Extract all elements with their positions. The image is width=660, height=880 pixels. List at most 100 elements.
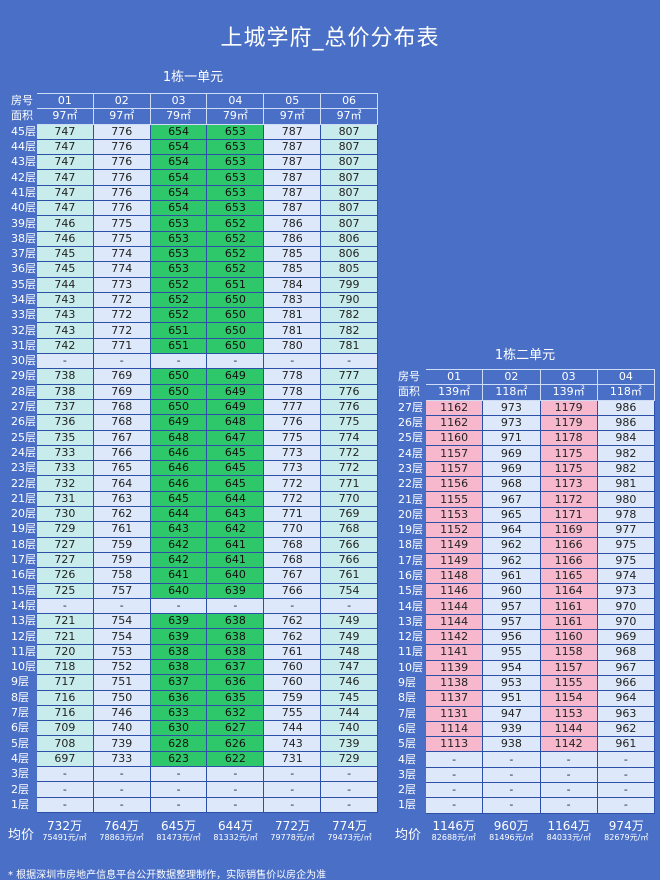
price-cell: 787: [263, 169, 322, 186]
price-cell: 737: [36, 398, 94, 416]
price-cell: 654: [149, 123, 208, 140]
price-cell: 1137: [424, 690, 484, 707]
price-cell: 1161: [539, 613, 598, 631]
price-cell: 774: [320, 429, 378, 446]
table-row: 23层 1157 969 1175 982: [396, 460, 656, 478]
price-cell: 721: [36, 613, 94, 630]
price-cell: 807: [320, 215, 378, 232]
table-row: 33层 743 772 652 650 781 782: [9, 307, 378, 324]
price-cell: 957: [482, 613, 541, 631]
price-cell: 762: [92, 506, 151, 523]
price-cell: 775: [320, 414, 378, 431]
price-cell: -: [149, 796, 208, 813]
price-cell: 653: [149, 215, 208, 232]
floor-label: 11层: [398, 645, 423, 659]
floor-label: 13层: [11, 614, 36, 628]
floor-label: 13层: [398, 614, 423, 628]
price-cell: 768: [263, 536, 322, 553]
table-row: 44层 747 776 654 653 787 807: [9, 138, 378, 156]
price-cell: -: [320, 353, 378, 370]
price-cell: -: [539, 782, 598, 799]
price-cell: 771: [320, 475, 378, 492]
table-row: 26层 1162 973 1179 986: [396, 414, 656, 432]
floor-label: 25层: [11, 430, 36, 444]
price-cell: 1157: [539, 659, 598, 676]
table-row: 10层 1139 954 1157 967: [396, 659, 656, 676]
price-cell: 967: [482, 491, 541, 508]
floor-label: 8层: [398, 691, 416, 705]
price-cell: 1158: [539, 644, 598, 661]
price-cell: -: [424, 797, 484, 814]
price-cell: -: [596, 751, 656, 768]
table-row: 3层 - - - - - -: [9, 766, 378, 783]
price-cell: 806: [320, 230, 378, 247]
price-cell: -: [482, 766, 541, 784]
price-cell: 641: [149, 567, 208, 584]
price-cell: 969: [482, 445, 541, 462]
price-cell: 1155: [539, 674, 598, 692]
average-price: 1146万 82688元/㎡: [425, 820, 483, 844]
table-row: 43层 747 776 654 653 787 807: [9, 154, 378, 171]
price-cell: 652: [206, 245, 265, 263]
price-cell: 747: [36, 200, 94, 217]
price-cell: -: [206, 353, 265, 370]
price-cell: 1149: [424, 537, 484, 554]
table-row: 14层 1144 957 1161 970: [396, 598, 656, 615]
average-price: 774万 79473元/㎡: [321, 820, 378, 844]
price-cell: 743: [36, 322, 94, 339]
average-unit-price: 79473元/㎡: [327, 833, 372, 842]
price-cell: 652: [206, 215, 265, 232]
price-cell: 781: [320, 337, 378, 355]
price-cell: 653: [206, 123, 265, 140]
unit-number: 05: [263, 92, 322, 110]
price-cell: 778: [263, 383, 322, 400]
price-cell: 640: [206, 567, 265, 584]
price-cell: 716: [36, 704, 94, 722]
price-cell: -: [92, 353, 151, 370]
price-cell: 754: [92, 628, 151, 645]
price-cell: 787: [263, 200, 322, 217]
price-cell: 781: [263, 307, 322, 324]
price-cell: 652: [149, 291, 208, 309]
price-cell: 962: [482, 537, 541, 554]
floor-label: 23层: [11, 461, 36, 475]
average-price: 732万 75491元/㎡: [36, 820, 93, 844]
price-cell: 653: [206, 138, 265, 156]
floor-label: 42层: [11, 170, 36, 184]
price-cell: -: [36, 597, 94, 615]
price-cell: 761: [320, 567, 378, 584]
price-cell: -: [539, 766, 598, 784]
price-cell: 806: [320, 245, 378, 263]
price-cell: -: [92, 781, 151, 798]
table-row: 9层 717 751 637 636 760 746: [9, 674, 378, 691]
price-cell: 747: [36, 169, 94, 186]
floor-label: 24层: [398, 446, 423, 460]
price-cell: 747: [36, 138, 94, 156]
price-cell: 644: [149, 506, 208, 523]
building2-subtitle: 1栋二单元: [494, 348, 556, 363]
price-cell: 653: [206, 184, 265, 202]
price-cell: 646: [149, 475, 208, 492]
price-cell: 758: [92, 567, 151, 584]
price-cell: 644: [206, 490, 265, 508]
price-cell: 738: [36, 383, 94, 400]
price-cell: 649: [149, 414, 208, 431]
price-cell: 641: [206, 551, 265, 569]
table-row: 15层 1146 960 1164 973: [396, 583, 656, 600]
price-cell: 960: [482, 583, 541, 600]
price-cell: -: [263, 781, 322, 798]
price-cell: 769: [92, 383, 151, 400]
price-cell: -: [206, 766, 265, 783]
price-cell: 638: [149, 643, 208, 660]
price-cell: 763: [92, 490, 151, 508]
table-row: 20层 730 762 644 643 771 769: [9, 506, 378, 523]
price-cell: 743: [36, 307, 94, 324]
price-cell: 772: [263, 475, 322, 492]
price-cell: 974: [596, 567, 656, 585]
price-cell: 776: [92, 184, 151, 202]
price-cell: 969: [482, 460, 541, 478]
price-cell: 781: [263, 322, 322, 339]
unit-area: 97㎡: [320, 108, 378, 125]
price-cell: 749: [320, 613, 378, 630]
unit-number: 04: [206, 92, 265, 110]
